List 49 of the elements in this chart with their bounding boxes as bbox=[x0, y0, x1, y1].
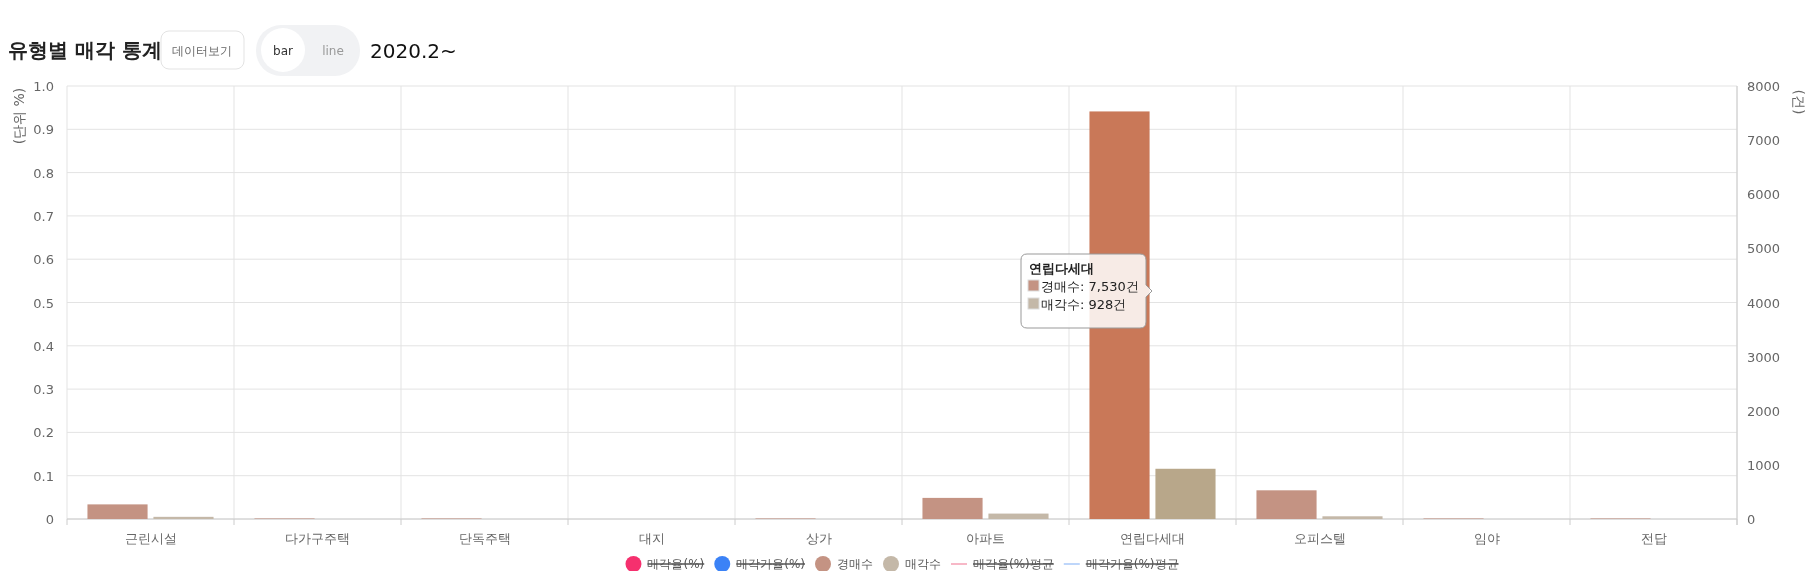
y-tick-label: 1.0 bbox=[33, 79, 54, 94]
y-tick-label: 0.5 bbox=[33, 295, 54, 311]
bar bbox=[988, 513, 1049, 519]
y-tick-label: 0.8 bbox=[33, 165, 54, 181]
annotation: 연립다세대 bbox=[1029, 261, 1094, 276]
y2-tick-label: 5000 bbox=[1747, 241, 1781, 257]
chart-subtitle: 2020.2~ bbox=[370, 39, 457, 63]
y-tick-label: 0.7 bbox=[33, 208, 54, 224]
x-tick-label: 다가구주택 bbox=[285, 531, 350, 546]
y2-tick-label: 3000 bbox=[1747, 349, 1781, 365]
y-tick-label: 0.3 bbox=[33, 382, 54, 398]
bar bbox=[922, 497, 983, 519]
y-tick-label: 0.2 bbox=[33, 425, 54, 441]
y2-tick-label: 7000 bbox=[1747, 133, 1781, 149]
y-tick-label: 0.4 bbox=[33, 338, 54, 354]
bar bbox=[1256, 490, 1317, 519]
x-tick-label: 대지 bbox=[638, 531, 665, 546]
legend-label: 경매수 bbox=[837, 557, 873, 571]
y-tick-label: 0.1 bbox=[33, 468, 54, 484]
y2-tick-label: 4000 bbox=[1747, 295, 1781, 311]
text: line bbox=[322, 44, 344, 58]
y2-tick-label: 6000 bbox=[1747, 187, 1781, 203]
x-tick-label: 오피스텔 bbox=[1293, 531, 1346, 546]
y2-axis-title: (건) bbox=[1791, 89, 1807, 115]
x-tick-label: 연립다세대 bbox=[1120, 531, 1185, 546]
y-tick-label: 0.9 bbox=[33, 122, 54, 138]
bar bbox=[87, 504, 148, 519]
annotation: 매각수: 928건 bbox=[1041, 297, 1127, 312]
x-tick-label: 아파트 bbox=[966, 531, 1005, 546]
y-tick-label: 0 bbox=[45, 512, 54, 527]
y2-tick-label: 0 bbox=[1747, 512, 1756, 527]
y2-tick-label: 1000 bbox=[1747, 457, 1781, 473]
x-tick-label: 상가 bbox=[805, 531, 832, 546]
text: bar bbox=[273, 44, 294, 58]
x-tick-label: 전답 bbox=[1640, 531, 1667, 546]
y2-tick-label: 2000 bbox=[1747, 403, 1781, 419]
annotation: 경매수: 7,530건 bbox=[1041, 279, 1139, 294]
legend-label: 매각수 bbox=[905, 557, 941, 571]
text: 데이터보기 bbox=[172, 44, 232, 58]
bar bbox=[1155, 468, 1216, 519]
bar bbox=[1322, 516, 1383, 519]
x-tick-label: 임야 bbox=[1473, 531, 1500, 546]
x-tick-label: 단독주택 bbox=[458, 531, 511, 546]
bar bbox=[153, 516, 214, 519]
y-axis-title: (단위 %) bbox=[11, 87, 27, 145]
y-tick-label: 0.6 bbox=[33, 252, 54, 268]
chart-title: 유형별 매각 통계 bbox=[8, 38, 162, 62]
y2-tick-label: 8000 bbox=[1747, 79, 1781, 94]
x-tick-label: 근린시설 bbox=[124, 531, 177, 546]
